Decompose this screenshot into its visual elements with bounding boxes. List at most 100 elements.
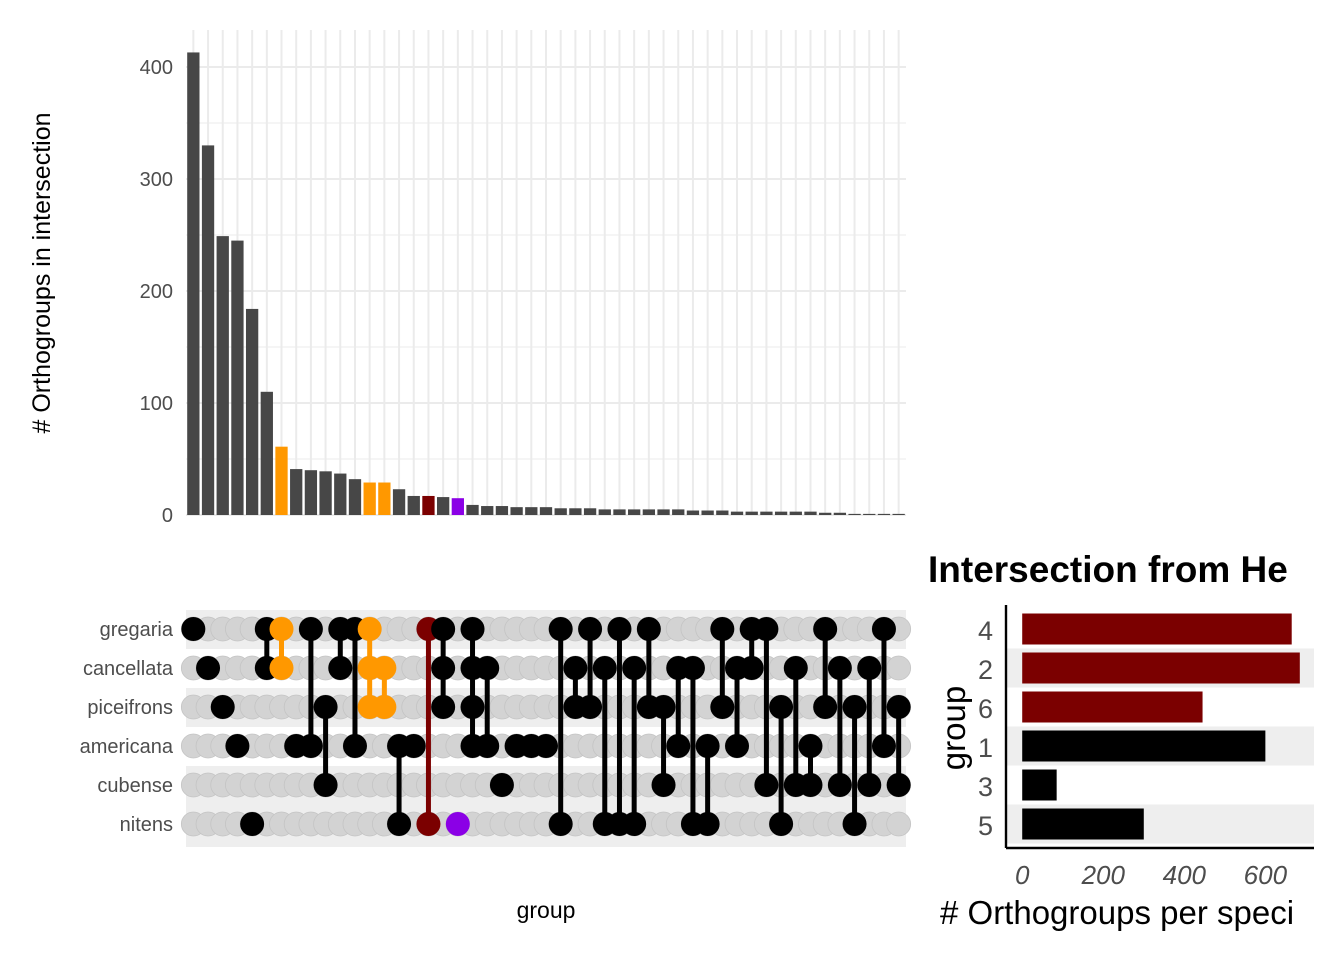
intersection-bar bbox=[392, 489, 406, 515]
intersection-bar bbox=[613, 509, 626, 515]
matrix-dot-active bbox=[431, 617, 456, 641]
intersection-bar bbox=[319, 471, 332, 515]
matrix-dot-active bbox=[460, 695, 485, 719]
matrix-dot-active bbox=[886, 773, 911, 797]
intersection-bar bbox=[231, 240, 244, 515]
side-x-tick-label: 600 bbox=[1244, 860, 1288, 890]
matrix-dot-active bbox=[607, 617, 632, 641]
matrix-dot-active bbox=[798, 773, 823, 797]
intersection-bar bbox=[569, 508, 582, 515]
bars-y-tick-label: 300 bbox=[140, 169, 173, 191]
intersection-bar bbox=[525, 507, 538, 515]
intersection-bar bbox=[672, 509, 685, 515]
matrix-dot-active bbox=[431, 695, 456, 719]
intersection-bar bbox=[848, 513, 861, 515]
matrix-dot-inactive bbox=[886, 811, 912, 837]
matrix-set-label: piceifrons bbox=[87, 697, 173, 719]
matrix-dot-active bbox=[769, 695, 794, 719]
matrix-dot-active bbox=[871, 617, 896, 641]
matrix-dot-active bbox=[636, 617, 661, 641]
matrix-dot-active bbox=[401, 734, 426, 758]
matrix-dot-active bbox=[886, 695, 911, 719]
intersection-bar bbox=[745, 511, 758, 515]
species-bar bbox=[1022, 769, 1057, 801]
matrix-dot-active bbox=[313, 695, 338, 719]
intersection-bar bbox=[598, 509, 611, 515]
matrix-dot-active bbox=[827, 773, 852, 797]
side-x-tick-label: 400 bbox=[1163, 860, 1207, 890]
matrix-dot-active bbox=[210, 695, 235, 719]
intersection-bar bbox=[260, 391, 273, 515]
matrix-dot-active bbox=[298, 734, 323, 758]
intersection-bar bbox=[407, 495, 420, 515]
intersection-bar bbox=[789, 511, 802, 515]
intersection-bar bbox=[245, 308, 259, 515]
matrix-dot-active bbox=[578, 617, 603, 641]
intersection-bar bbox=[760, 511, 773, 515]
matrix-dot-active bbox=[298, 617, 323, 641]
species-bar bbox=[1022, 691, 1203, 723]
matrix-dot-active bbox=[534, 734, 558, 758]
matrix-dot-active bbox=[680, 656, 705, 680]
intersection-bar bbox=[275, 446, 288, 515]
intersection-bar bbox=[495, 506, 509, 515]
species-bar bbox=[1022, 808, 1144, 840]
matrix-dot-active bbox=[342, 734, 367, 758]
side-y-tick-label: 6 bbox=[978, 694, 993, 724]
intersection-bar bbox=[863, 513, 876, 515]
matrix-dot-active bbox=[798, 734, 823, 758]
matrix-dot-active bbox=[431, 656, 456, 680]
matrix-dot-active bbox=[710, 695, 735, 719]
intersection-bar bbox=[216, 236, 229, 515]
matrix-dot-active bbox=[416, 812, 441, 836]
intersection-size-panel: 0 100 200 300 400 bbox=[140, 30, 906, 527]
matrix-dot-active bbox=[842, 812, 867, 836]
matrix-dot-active bbox=[548, 812, 573, 836]
matrix-dot-active bbox=[754, 617, 779, 641]
intersection-bar bbox=[628, 509, 641, 515]
intersection-bar bbox=[554, 508, 567, 515]
matrix-set-label: cancellata bbox=[83, 658, 174, 680]
matrix-dot-inactive bbox=[886, 655, 912, 681]
matrix-dot-active bbox=[269, 656, 294, 680]
matrix-dot-active bbox=[387, 812, 412, 836]
intersection-bar bbox=[892, 513, 905, 515]
intersection-bar bbox=[833, 512, 847, 515]
bars-y-axis-title: # Orthogroups in intersection bbox=[28, 112, 56, 433]
side-y-tick-label: 5 bbox=[978, 811, 993, 841]
side-x-axis-title: # Orthogroups per speci bbox=[940, 894, 1294, 931]
matrix-dot-active bbox=[313, 773, 338, 797]
intersection-bar bbox=[804, 511, 817, 515]
matrix-dot-active bbox=[357, 617, 382, 641]
intersection-bar bbox=[363, 482, 376, 515]
intersection-bar bbox=[730, 511, 744, 515]
intersection-bar bbox=[819, 512, 832, 515]
matrix-dot-active bbox=[813, 695, 838, 719]
side-y-axis-title: group bbox=[935, 686, 972, 770]
matrix-dot-active bbox=[225, 734, 250, 758]
intersection-bar bbox=[510, 507, 523, 515]
matrix-dot-active bbox=[769, 812, 794, 836]
intersection-bar bbox=[716, 510, 729, 515]
matrix-dot-active bbox=[475, 734, 500, 758]
matrix-dot-active bbox=[181, 617, 206, 641]
side-y-tick-label: 2 bbox=[978, 655, 993, 685]
side-chart-title: Intersection from He bbox=[928, 549, 1288, 590]
matrix-dot-active bbox=[592, 656, 617, 680]
matrix-dot-active bbox=[783, 656, 808, 680]
intersection-bar bbox=[187, 52, 200, 515]
intersection-bar bbox=[686, 510, 700, 515]
matrix-dot-active bbox=[857, 656, 882, 680]
matrix-dot-active bbox=[489, 773, 514, 797]
matrix-dot-active bbox=[475, 656, 500, 680]
bars-y-tick-label: 0 bbox=[162, 505, 173, 527]
bars-y-tick-label: 200 bbox=[140, 281, 173, 303]
matrix-dot-active bbox=[710, 617, 735, 641]
matrix-dot-active bbox=[240, 812, 265, 836]
matrix-dot-active bbox=[372, 656, 397, 680]
intersection-bar bbox=[877, 513, 891, 515]
matrix-set-label: americana bbox=[80, 736, 174, 758]
side-x-tick-label: 0 bbox=[1015, 860, 1030, 890]
orthogroups-per-species-panel: 4 2 6 1 3 50 200 400 600 bbox=[978, 605, 1314, 890]
matrix-dot-active bbox=[622, 656, 647, 680]
